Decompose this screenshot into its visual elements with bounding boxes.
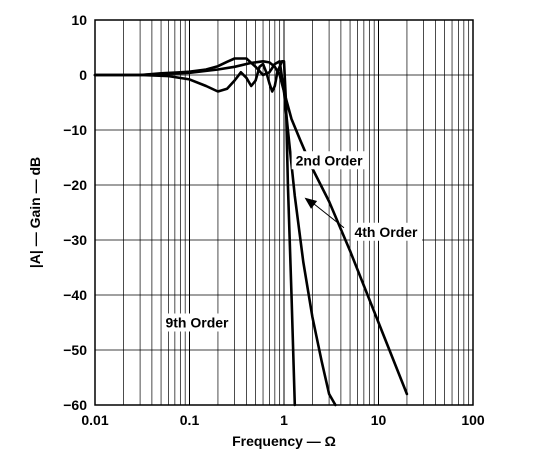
y-axis-label: |A| — Gain — dB bbox=[27, 157, 43, 268]
x-tick-label: 100 bbox=[461, 412, 485, 428]
plot-frame bbox=[94, 19, 474, 406]
annotation-label: 4th Order bbox=[354, 224, 418, 240]
series-line bbox=[93, 57, 337, 407]
annotations: 2nd Order 4th Order 9th Order bbox=[161, 151, 423, 332]
series-group bbox=[93, 57, 409, 407]
x-axis-label: Frequency — Ω bbox=[232, 433, 336, 449]
annotation-label: 2nd Order bbox=[296, 152, 363, 168]
y-tick-label: −30 bbox=[63, 232, 87, 248]
y-tick-label: −50 bbox=[63, 342, 87, 358]
annotation-background bbox=[161, 313, 234, 332]
annotation: 4th Order bbox=[350, 222, 423, 241]
y-tick-label: −60 bbox=[63, 397, 87, 413]
x-tick-label: 0.1 bbox=[180, 412, 200, 428]
y-tick-label: −20 bbox=[63, 177, 87, 193]
y-tick-label: −10 bbox=[63, 122, 87, 138]
annotation-background bbox=[291, 151, 368, 170]
x-tick-label: 0.01 bbox=[81, 412, 108, 428]
annotation: 9th Order bbox=[161, 313, 234, 332]
x-tick-label: 10 bbox=[371, 412, 387, 428]
annotation-label: 9th Order bbox=[165, 315, 229, 331]
annotation-background bbox=[350, 222, 423, 241]
y-tick-label: 10 bbox=[71, 12, 87, 28]
y-tick-label: −40 bbox=[63, 287, 87, 303]
x-tick-label: 1 bbox=[280, 412, 288, 428]
series-line bbox=[93, 60, 297, 407]
arrowhead bbox=[304, 197, 318, 209]
annotation: 2nd Order bbox=[291, 151, 368, 170]
y-tick-label: 0 bbox=[79, 67, 87, 83]
